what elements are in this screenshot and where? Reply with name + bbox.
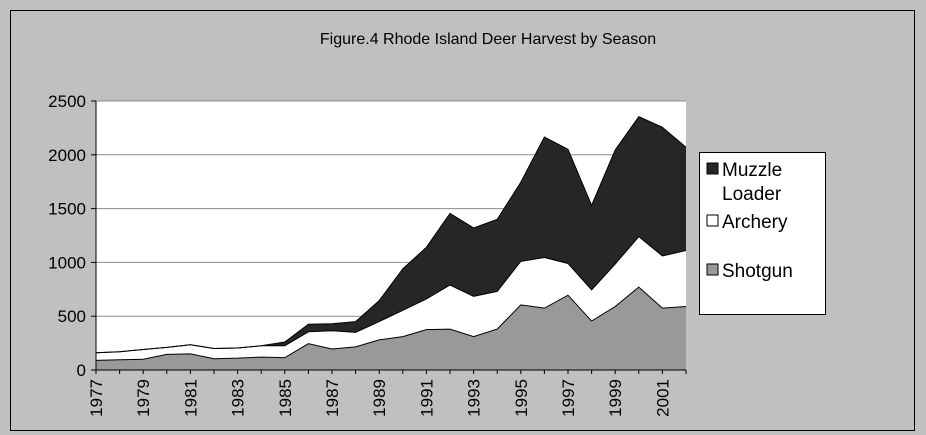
- y-tick-label-0: 0: [77, 361, 86, 380]
- legend-swatch-muzzle-loader: [706, 162, 719, 175]
- y-tick-label-2000: 2000: [48, 146, 86, 165]
- y-tick-label-1000: 1000: [48, 253, 86, 272]
- y-tick-label-500: 500: [58, 307, 86, 326]
- x-tick-label-1993: 1993: [465, 379, 484, 417]
- legend-swatch-archery: [706, 214, 719, 227]
- legend-label-muzzle-loader: Muzzle Loader: [722, 160, 787, 205]
- chart-title: Figure.4 Rhode Island Deer Harvest by Se…: [320, 31, 656, 48]
- y-tick-label-2500: 2500: [48, 92, 86, 111]
- y-axis: 0 500 1000 1500 2000 2500: [48, 92, 97, 380]
- legend: Muzzle Loader Archery Shotgun: [699, 152, 826, 315]
- x-tick-label-1989: 1989: [370, 379, 389, 417]
- y-tick-label-1500: 1500: [48, 200, 86, 219]
- x-tick-label-1997: 1997: [559, 379, 578, 417]
- x-tick-label-1983: 1983: [229, 379, 248, 417]
- area-muzzle-loader: [96, 116, 686, 353]
- x-tick-label-2001: 2001: [653, 379, 672, 417]
- x-tick-label-1991: 1991: [417, 379, 436, 417]
- area-series: [96, 116, 686, 370]
- legend-label-shotgun: Shotgun: [722, 261, 793, 282]
- x-tick-label-1995: 1995: [512, 379, 531, 417]
- x-tick-label-1987: 1987: [323, 379, 342, 417]
- area-outline-muzzle-loader: [95, 115, 687, 354]
- area-shotgun: [96, 287, 686, 370]
- legend-label-muzzle-loader-line1: Muzzle: [722, 160, 782, 181]
- legend-label-archery: Archery: [722, 212, 788, 233]
- series-outlines: [95, 115, 687, 361]
- chart-frame: [10, 10, 915, 431]
- legend-label-muzzle-loader-line2: Loader: [722, 184, 782, 205]
- legend-swatch-shotgun: [706, 263, 719, 276]
- area-outline-shotgun: [95, 286, 687, 361]
- x-axis: 1977 1979 1981 1983 1985 1987 1989 1991 1993 1995…: [87, 369, 687, 417]
- area-archery: [96, 236, 686, 361]
- legend-box: [699, 152, 826, 315]
- x-tick-label-1979: 1979: [134, 379, 153, 417]
- x-tick-label-1999: 1999: [606, 379, 625, 417]
- x-tick-label-1981: 1981: [181, 379, 200, 417]
- x-tick-label-1977: 1977: [87, 379, 106, 417]
- x-tick-label-1985: 1985: [276, 379, 295, 417]
- plot-area: [95, 100, 687, 370]
